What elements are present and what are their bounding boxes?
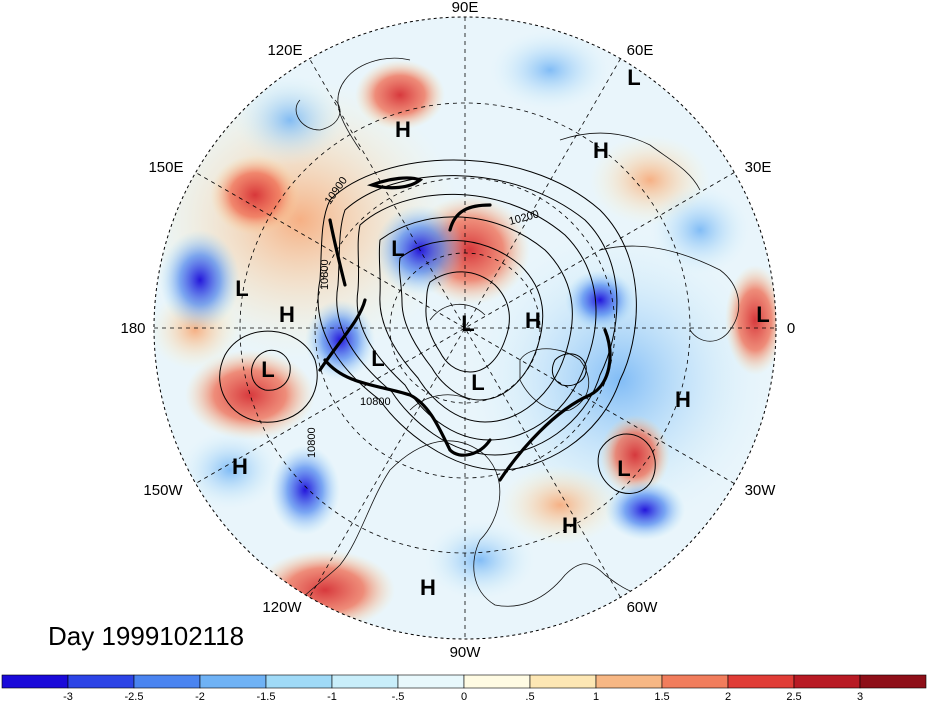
low-center: L bbox=[261, 357, 274, 382]
contour-label: 10800 bbox=[360, 396, 391, 408]
lon-label-180: 180 bbox=[120, 320, 145, 337]
map-title: Day 1999102118 bbox=[48, 621, 244, 651]
colorbar-bin bbox=[67, 674, 135, 689]
colorbar-bin bbox=[397, 674, 465, 689]
high-center: H bbox=[593, 138, 609, 163]
low-center: L bbox=[235, 276, 248, 301]
colorbar-tick-label: 3 bbox=[857, 691, 863, 702]
colorbar-tick-label: -2 bbox=[195, 691, 205, 702]
lon-label-120w: 120W bbox=[262, 599, 302, 616]
colorbar-tick-label: .5 bbox=[525, 691, 534, 702]
high-center: H bbox=[675, 387, 691, 412]
colorbar-bin bbox=[793, 674, 861, 689]
colorbar-bin bbox=[727, 674, 795, 689]
pressure-centers: H L H L L H L L H L L L H H L H H bbox=[232, 65, 770, 600]
colorbar-tick-label: -.5 bbox=[392, 691, 405, 702]
low-center: L bbox=[371, 346, 384, 371]
lon-label-30w: 30W bbox=[745, 482, 777, 499]
lon-label-150e: 150E bbox=[148, 159, 183, 176]
colorbar-tick-label: 2 bbox=[725, 691, 731, 702]
colorbar-bin bbox=[331, 674, 399, 689]
low-center: L bbox=[627, 65, 640, 90]
colorbar: -3 -2.5 -2 -1.5 -1 -.5 0 .5 1 1.5 2 2.5 3 bbox=[1, 674, 927, 702]
high-center: H bbox=[525, 308, 541, 333]
colorbar-tick-label: -2.5 bbox=[125, 691, 144, 702]
contour-label: 10800 bbox=[306, 427, 318, 458]
colorbar-tick-label: 0 bbox=[461, 691, 467, 702]
lon-label-120e: 120E bbox=[267, 42, 302, 59]
colorbar-tick-label: 1.5 bbox=[654, 691, 669, 702]
colorbar-tick-label: 1 bbox=[593, 691, 599, 702]
colorbar-bin bbox=[1, 674, 69, 689]
high-center: H bbox=[420, 575, 436, 600]
high-center: H bbox=[395, 117, 411, 142]
coastlines bbox=[295, 57, 739, 607]
lon-label-30e: 30E bbox=[745, 159, 772, 176]
anomaly-field bbox=[154, 17, 776, 639]
lon-label-90w: 90W bbox=[450, 644, 482, 661]
lon-label-60w: 60W bbox=[627, 599, 659, 616]
colorbar-bin bbox=[463, 674, 531, 689]
colorbar-tick-label: -3 bbox=[63, 691, 73, 702]
height-contours bbox=[219, 159, 656, 494]
map-border bbox=[153, 16, 777, 640]
colorbar-bin bbox=[661, 674, 729, 689]
colorbar-bin bbox=[595, 674, 663, 689]
high-center: H bbox=[232, 454, 248, 479]
low-center: L bbox=[756, 302, 769, 327]
low-center: L bbox=[617, 456, 630, 481]
jet-contours bbox=[318, 176, 612, 482]
lon-label-90e: 90E bbox=[452, 0, 479, 16]
colorbar-tick-label: 2.5 bbox=[786, 691, 801, 702]
low-center: L bbox=[461, 311, 474, 336]
low-center: L bbox=[471, 370, 484, 395]
colorbar-bin bbox=[265, 674, 333, 689]
lon-label-0: 0 bbox=[787, 320, 795, 337]
lon-label-60e: 60E bbox=[627, 42, 654, 59]
colorbar-bin bbox=[199, 674, 267, 689]
colorbar-bin bbox=[133, 674, 201, 689]
colorbar-tick-label: -1.5 bbox=[257, 691, 276, 702]
longitude-labels: 90E 60E 30E 0 30W 60W 90W 120W 150W 180 … bbox=[120, 0, 795, 661]
colorbar-tick-label: -1 bbox=[327, 691, 337, 702]
colorbar-bin bbox=[859, 674, 927, 689]
lon-label-150w: 150W bbox=[143, 482, 183, 499]
high-center: H bbox=[562, 513, 578, 538]
high-center: H bbox=[279, 302, 295, 327]
contour-label: 10800 bbox=[319, 259, 331, 290]
colorbar-bin bbox=[529, 674, 597, 689]
low-center: L bbox=[391, 236, 404, 261]
